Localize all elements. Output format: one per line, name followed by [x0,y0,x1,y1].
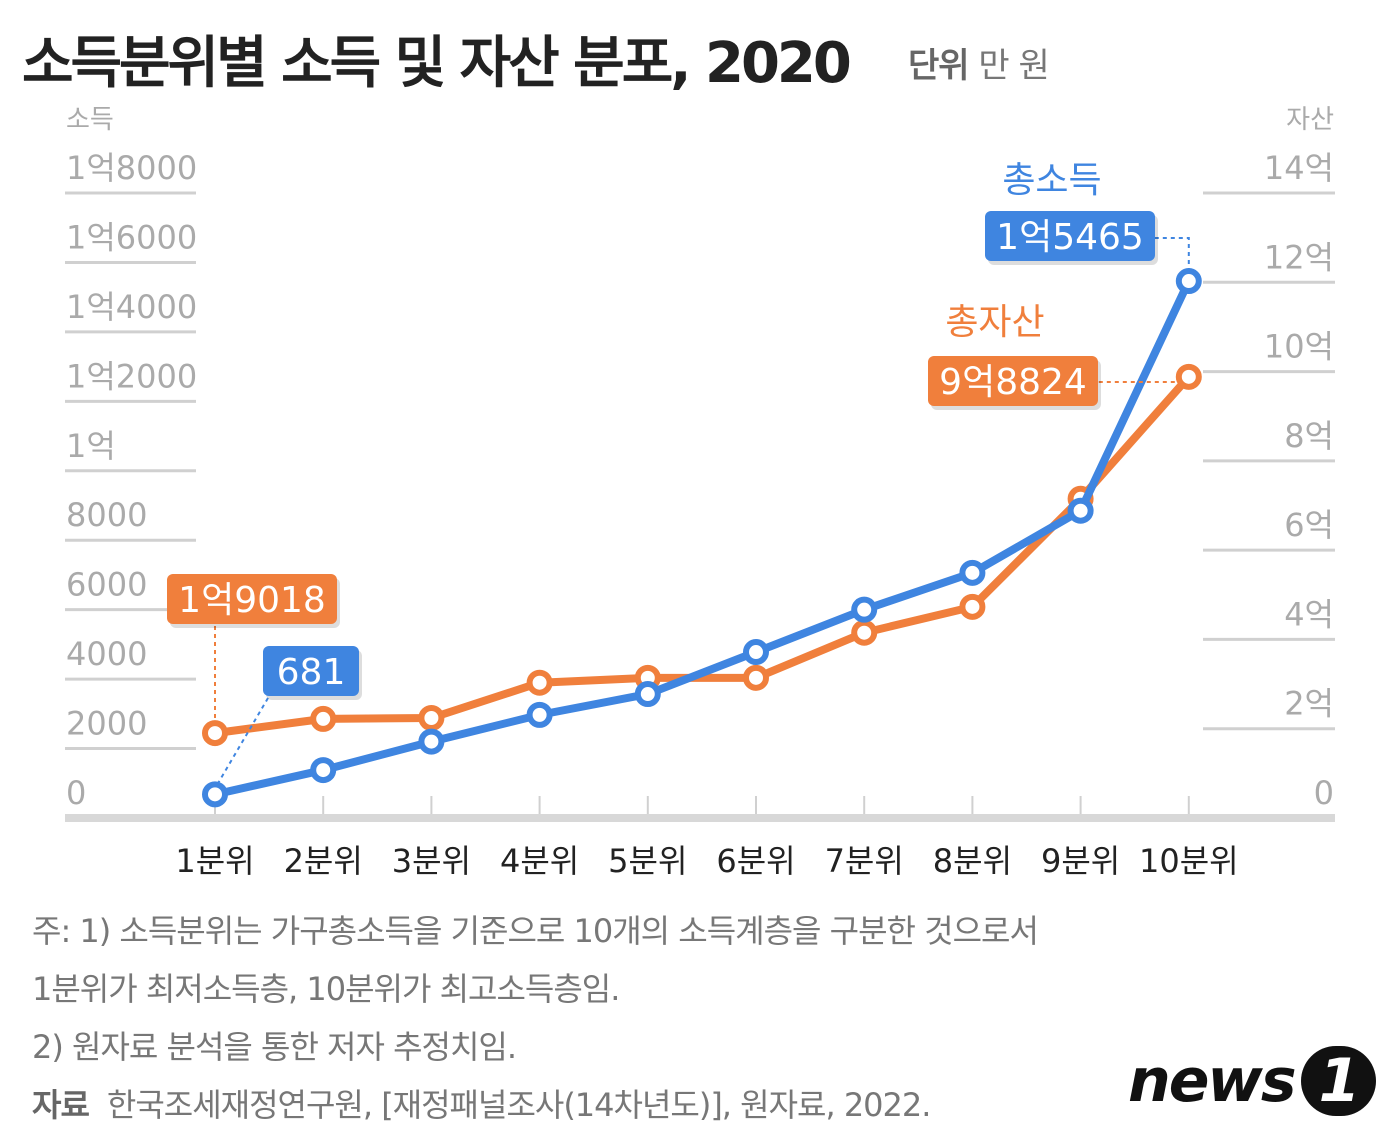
chart-title: 소득분위별 소득 및 자산 분포, 2020 [22,31,852,96]
x-tick-label: 10분위 [1139,842,1239,880]
series-line-assets [214,374,1192,738]
right-axis-label: 자산 [1286,105,1334,135]
leader-line [216,697,269,786]
series-name-income: 총소득 [1002,160,1101,201]
x-tick-label: 4분위 [500,842,579,880]
right-tick-label: 2억 [1284,685,1334,723]
left-tick-label: 1억 [66,427,116,465]
data-point [310,705,337,732]
data-point [959,559,986,586]
data-label-assets-10: 9억8824 [939,362,1087,403]
data-point [202,781,228,808]
unit-label: 단위 [908,46,970,86]
data-label-assets-1-box [167,574,337,624]
data-point [851,596,878,623]
left-tick-label: 1억4000 [66,288,197,326]
data-point [743,664,769,691]
left-tick-label: 1억2000 [66,357,197,395]
right-tick-label: 0 [1314,774,1334,812]
left-tick-label: 4000 [66,635,147,673]
news1-logo: news 1 [1128,1046,1377,1116]
x-tick-label: 6분위 [716,842,795,880]
data-point [418,728,445,755]
right-tick-label: 10억 [1264,328,1334,366]
unit-note: 단위 만 원 [908,38,1050,87]
source-note: 자료 한국조세재정연구원, [재정패널조사(14차년도)], 원자료, 2022. [32,1080,932,1126]
left-tick-label: 6000 [66,566,147,604]
line-chart: 소득 자산 0 2000 4000 6000 8000 1억 1억2000 1억4000 1억600… [65,105,1335,880]
x-tick-label: 3분위 [392,842,471,880]
data-point [1175,268,1202,295]
x-tick-label: 8분위 [933,842,1012,880]
data-point [1175,363,1202,390]
left-axis-label: 소득 [66,105,114,135]
data-point [1067,497,1094,524]
footnote-1: 주: 1) 소득분위는 가구총소득을 기준으로 10개의 소득계층을 구분한 것… [32,912,1039,950]
unit-value: 만 원 [978,46,1049,86]
data-point [526,701,553,728]
right-tick-label: 6억 [1284,506,1334,544]
right-tick-label: 8억 [1284,417,1334,455]
data-point [634,681,661,708]
data-label-income-1-box [263,646,359,696]
left-tick-label: 2000 [66,705,147,743]
series-name-assets: 총자산 [945,302,1044,343]
right-tick-label: 14억 [1264,149,1334,187]
right-tick-label: 12억 [1264,238,1334,276]
x-tick-label: 1분위 [175,842,254,880]
data-point [310,757,337,784]
x-tick-label: 9분위 [1041,842,1120,880]
data-point [743,639,769,666]
data-label-assets-10-box [928,356,1098,406]
data-label-income-10: 1억5465 [996,217,1144,258]
data-point [851,619,878,646]
data-label-income-1: 681 [277,652,346,693]
data-label-assets-1: 1억9018 [178,580,326,621]
x-tick-label: 2분위 [284,842,363,880]
source-text: 한국조세재정연구원, [재정패널조사(14차년도)], 원자료, 2022. [106,1086,932,1124]
left-tick-label: 8000 [66,496,147,534]
series-line-income [214,279,1193,799]
left-tick-label: 1억8000 [66,149,197,187]
data-point [959,593,986,620]
leader-line [1154,237,1190,270]
data-label-income-10-box [985,211,1155,261]
source-label: 자료 [32,1086,90,1124]
right-tick-label: 4억 [1284,595,1334,633]
left-tick-label: 1억6000 [66,218,197,256]
x-tick-label: 7분위 [825,842,904,880]
data-point [418,705,445,731]
footnote-2: 1분위가 최저소득층, 10분위가 최고소득층임. [32,970,620,1008]
x-tick-label: 5분위 [608,842,687,880]
left-tick-label: 0 [66,774,86,812]
data-point [202,720,228,747]
data-point [526,669,553,696]
footnote-3: 2) 원자료 분석을 통한 저자 추정치임. [32,1028,517,1066]
